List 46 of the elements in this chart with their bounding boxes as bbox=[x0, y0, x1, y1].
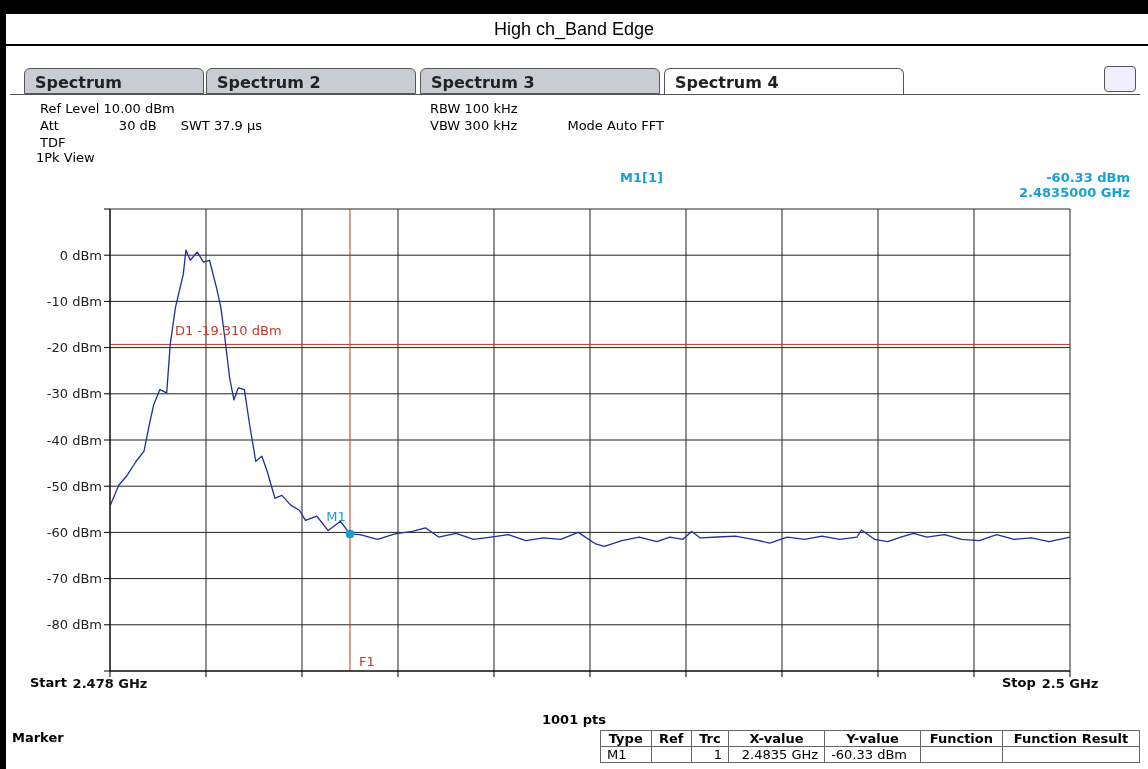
ref-line-label: F1 bbox=[359, 654, 375, 669]
text: Spectrum 4 bbox=[664, 68, 904, 94]
y-tick-label: -30 dBm bbox=[46, 386, 102, 402]
text: Ref Level 10.00 dBm bbox=[40, 100, 176, 117]
annotation: M1 bbox=[326, 508, 346, 524]
text: SWT 37.9 µs bbox=[180, 118, 263, 133]
text: Ref bbox=[651, 730, 692, 747]
text: M1 bbox=[600, 746, 651, 763]
y-tick-label: -20 dBm bbox=[46, 340, 102, 356]
line-series bbox=[110, 249, 1070, 547]
text: -60.33 dBm bbox=[1045, 170, 1130, 185]
y-tick-label: -10 dBm bbox=[46, 294, 102, 310]
y-tick-label: -60 dBm bbox=[46, 525, 102, 541]
text: VBW 300 kHz bbox=[430, 118, 518, 133]
text: Function bbox=[920, 730, 1003, 747]
text: Mode Auto FFT bbox=[567, 118, 664, 133]
y-tick-label: 0 dBm bbox=[59, 247, 102, 263]
text: 1001 pts bbox=[541, 712, 607, 727]
text: Stop bbox=[1002, 675, 1036, 690]
x-tick-label: 2.478 GHz bbox=[72, 676, 148, 692]
text: Start bbox=[30, 675, 67, 690]
y-tick-label: -70 dBm bbox=[46, 571, 102, 587]
y-tick-label: -40 dBm bbox=[46, 432, 102, 448]
text: Y-value bbox=[824, 730, 921, 747]
text: Marker bbox=[12, 730, 64, 745]
y-tick-label: -80 dBm bbox=[46, 617, 102, 633]
y-tick-label: -50 dBm bbox=[46, 478, 102, 494]
text: 1Pk View bbox=[36, 150, 95, 165]
text: 1 bbox=[691, 746, 729, 763]
text: RBW 100 kHz bbox=[430, 100, 519, 117]
text: Spectrum 2 bbox=[206, 68, 416, 94]
text: -60.33 dBm bbox=[824, 746, 921, 763]
text: Spectrum 3 bbox=[420, 68, 660, 94]
text: Att bbox=[40, 118, 59, 133]
text: 2.4835000 GHz bbox=[1019, 185, 1130, 200]
text: M1[1] bbox=[620, 170, 663, 185]
text: Trc bbox=[691, 730, 729, 747]
x-tick-label: 2.5 GHz bbox=[1041, 676, 1099, 692]
text: Spectrum bbox=[24, 68, 204, 94]
text: X-value bbox=[728, 730, 825, 747]
text: Function Result bbox=[1002, 730, 1140, 747]
text: Type bbox=[600, 730, 651, 747]
chart-title: High ch_Band Edge bbox=[0, 14, 1148, 46]
text: TDF bbox=[40, 134, 67, 151]
text: 30 dB bbox=[118, 118, 157, 133]
text: 2.4835 GHz bbox=[728, 746, 825, 763]
